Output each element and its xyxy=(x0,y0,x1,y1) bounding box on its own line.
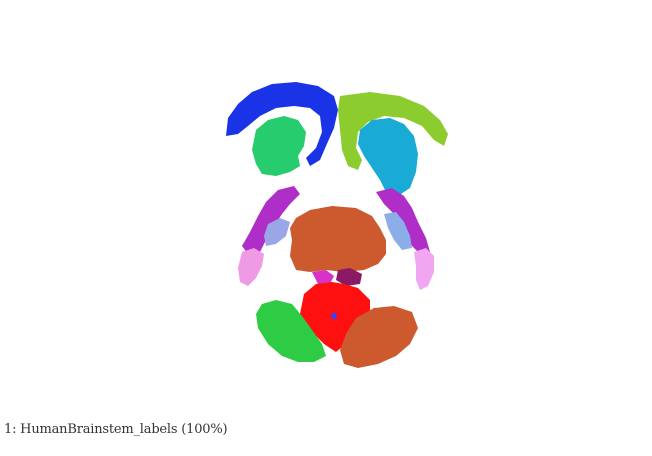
lower-right-lobe xyxy=(340,306,418,368)
right-upper-arc xyxy=(338,92,448,170)
right-side-tip xyxy=(414,248,434,290)
left-upper-lobe xyxy=(252,116,306,176)
left-side-tip xyxy=(238,248,264,286)
central-body xyxy=(290,206,386,272)
left-side-band xyxy=(242,186,300,254)
right-side-inner xyxy=(384,212,412,250)
right-upper-lobe xyxy=(358,118,418,196)
layer-caption: 1: HumanBrainstem_labels (100%) xyxy=(4,422,228,437)
left-upper-arc xyxy=(226,82,338,166)
lower-left-lobe xyxy=(256,300,326,362)
left-side-inner xyxy=(264,218,290,246)
central-dot xyxy=(331,313,337,319)
central-small-left xyxy=(312,270,334,284)
central-small-right xyxy=(336,268,362,286)
